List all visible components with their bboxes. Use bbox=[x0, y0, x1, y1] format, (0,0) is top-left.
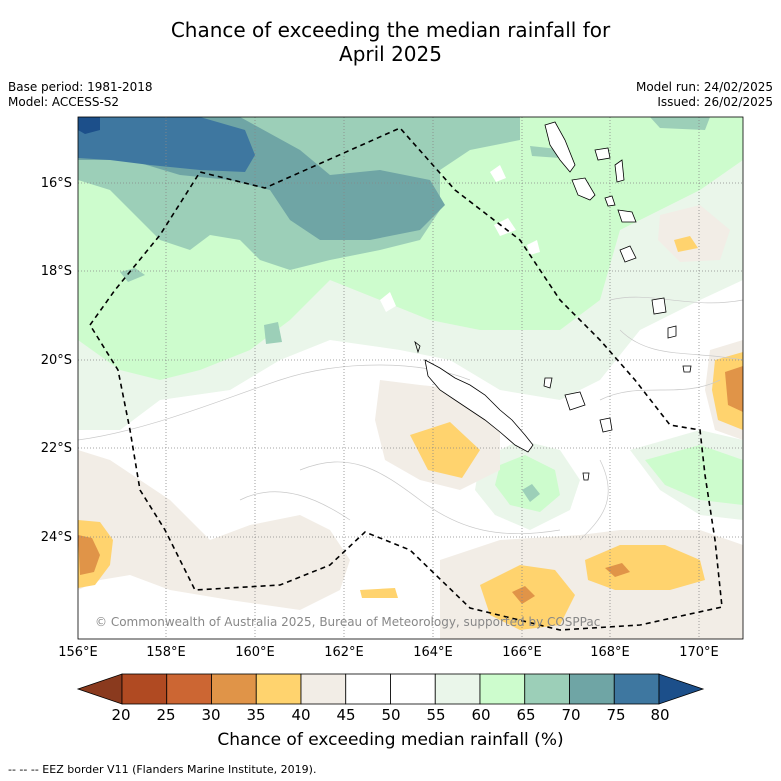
colorbar bbox=[76, 673, 705, 705]
colorbar-cell bbox=[211, 673, 257, 705]
colorbar-cell bbox=[255, 673, 302, 705]
lon-label: 168°E bbox=[590, 645, 630, 660]
vanuatu-coastline bbox=[544, 121, 692, 373]
colorbar-min-arrow bbox=[76, 673, 123, 705]
eez-footnote: -- -- -- EEZ border V11 (Flanders Marine… bbox=[8, 763, 317, 776]
issued-date: Issued: 26/02/2025 bbox=[657, 95, 773, 109]
lon-label: 170°E bbox=[679, 645, 719, 660]
lon-label: 166°E bbox=[502, 645, 542, 660]
colorbar-cell bbox=[390, 673, 436, 705]
lat-label: 24°S bbox=[40, 530, 72, 545]
colorbar-cell bbox=[479, 673, 526, 705]
model-name: Model: ACCESS-S2 bbox=[8, 95, 120, 109]
colorbar-max-arrow bbox=[658, 673, 705, 705]
colorbar-tick: 45 bbox=[336, 706, 356, 724]
metadata-left: Base period: 1981-2018 Model: ACCESS-S2 bbox=[8, 80, 153, 110]
colorbar-tick: 35 bbox=[246, 706, 266, 724]
lon-label: 156°E bbox=[58, 645, 98, 660]
colorbar-tick: 55 bbox=[426, 706, 446, 724]
colorbar-tick: 65 bbox=[516, 706, 536, 724]
colorbar-cell bbox=[434, 673, 481, 705]
colorbar-cell bbox=[121, 673, 168, 705]
colorbar-cell bbox=[613, 673, 660, 705]
model-run: Model run: 24/02/2025 bbox=[635, 80, 773, 94]
colorbar-cell bbox=[524, 673, 570, 705]
lon-label: 162°E bbox=[324, 645, 364, 660]
colorbar-cell bbox=[569, 673, 615, 705]
lat-label: 18°S bbox=[40, 264, 72, 279]
rainfall-field bbox=[78, 117, 743, 639]
title-line-2: April 2025 bbox=[339, 42, 442, 66]
map-frame bbox=[77, 116, 744, 640]
colorbar-tick: 60 bbox=[471, 706, 491, 724]
lon-label: 160°E bbox=[235, 645, 275, 660]
colorbar-tick: 50 bbox=[381, 706, 401, 724]
lat-label: 22°S bbox=[40, 441, 72, 456]
graticule bbox=[78, 117, 743, 639]
colorbar-tick: 25 bbox=[156, 706, 176, 724]
colorbar-title: Chance of exceeding median rainfall (%) bbox=[217, 730, 564, 750]
lon-label: 158°E bbox=[146, 645, 186, 660]
lon-label: 164°E bbox=[413, 645, 453, 660]
map-title: Chance of exceeding the median rainfall … bbox=[0, 18, 781, 66]
colorbar-cell bbox=[300, 673, 347, 705]
colorbar-tick: 70 bbox=[561, 706, 581, 724]
colorbar-tick: 75 bbox=[606, 706, 626, 724]
eez-border bbox=[89, 127, 723, 631]
metadata-right: Model run: 24/02/2025 Issued: 26/02/2025 bbox=[636, 80, 773, 110]
colorbar-cell bbox=[345, 673, 391, 705]
colorbar-tick: 20 bbox=[111, 706, 131, 724]
colorbar-tick: 30 bbox=[201, 706, 221, 724]
lat-label: 16°S bbox=[40, 176, 72, 191]
colorbar-cell bbox=[166, 673, 212, 705]
base-period: Base period: 1981-2018 bbox=[8, 80, 153, 94]
title-line-1: Chance of exceeding the median rainfall … bbox=[170, 18, 611, 42]
copyright-text: © Commonwealth of Australia 2025, Bureau… bbox=[95, 615, 601, 629]
colorbar-tick: 40 bbox=[291, 706, 311, 724]
new-caledonia-coastline bbox=[424, 359, 534, 453]
colorbar-tick: 80 bbox=[650, 706, 670, 724]
lat-label: 20°S bbox=[40, 353, 72, 368]
